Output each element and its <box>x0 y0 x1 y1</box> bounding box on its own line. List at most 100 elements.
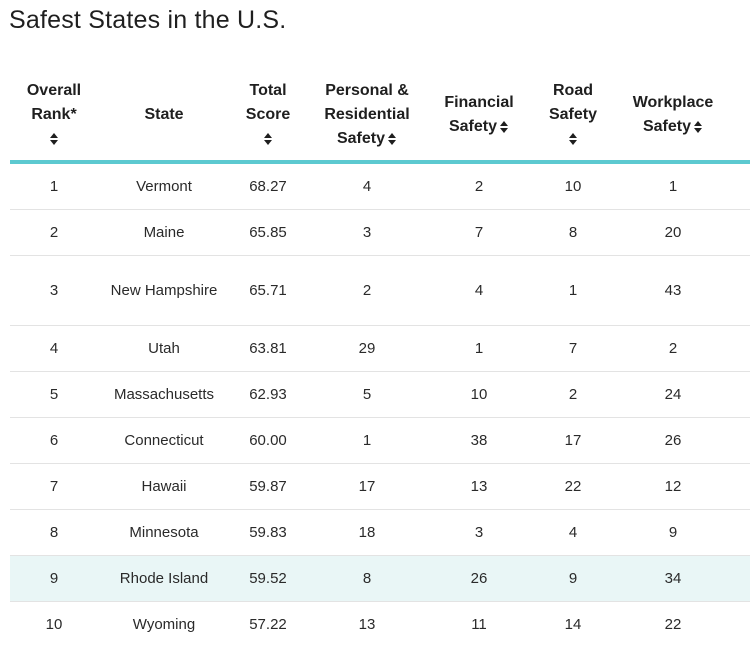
cell-financial-safety: 7 <box>428 209 530 256</box>
cell-financial-safety: 26 <box>428 555 530 602</box>
header-row: Overall Rank* State Total Score Personal… <box>10 70 750 164</box>
header-label-line: Safety <box>548 106 598 123</box>
safest-states-table: Overall Rank* State Total Score Personal… <box>10 70 750 647</box>
cell-personal-residential-safety: 17 <box>306 463 428 510</box>
rankings-table-container: Overall Rank* State Total Score Personal… <box>10 70 750 648</box>
cell-rank: 4 <box>10 325 98 372</box>
header-label-line: Score <box>245 106 291 123</box>
cell-financial-safety: 38 <box>428 417 530 464</box>
cell-personal-residential-safety: 2 <box>306 255 428 326</box>
table-row: 7 Hawaii 59.87 17 13 22 12 <box>10 463 750 510</box>
column-header-workplace-safety[interactable]: Workplace Safety <box>616 70 730 164</box>
cell-road-safety: 17 <box>530 417 616 464</box>
header-label-line: Total <box>249 82 287 99</box>
cell-state: Connecticut <box>98 417 230 464</box>
cell-total-score: 59.87 <box>230 463 306 510</box>
table-row: 6 Connecticut 60.00 1 38 17 26 <box>10 417 750 464</box>
cell-workplace-safety: 43 <box>616 255 730 326</box>
cell-workplace-safety: 22 <box>664 615 682 633</box>
cell-workplace-safety: 9 <box>616 509 730 556</box>
cell-state: Minnesota <box>98 509 230 556</box>
cell-clipped <box>730 162 750 210</box>
cell-clipped <box>730 463 750 510</box>
cell-state: Maine <box>98 209 230 256</box>
cell-road-safety: 9 <box>530 555 616 602</box>
cell-financial-safety: 13 <box>428 463 530 510</box>
header-label-line: Residential <box>324 106 410 123</box>
cell-state: Rhode Island <box>98 555 230 602</box>
header-label-line: Overall <box>26 82 82 99</box>
cell-financial-safety: 11 <box>471 615 487 633</box>
cell-total-score: 65.85 <box>230 209 306 256</box>
column-header-state[interactable]: State <box>98 70 230 164</box>
cell-rank: 1 <box>10 162 98 210</box>
table-row: 2 Maine 65.85 3 7 8 20 <box>10 209 750 256</box>
cell-clipped <box>730 555 750 602</box>
table-row: 5 Massachusetts 62.93 5 10 2 24 <box>10 371 750 418</box>
cell-state: Vermont <box>98 162 230 210</box>
table-row: 4 Utah 63.81 29 1 7 2 <box>10 325 750 372</box>
cell-state: Utah <box>98 325 230 372</box>
cell-road-safety: 4 <box>530 509 616 556</box>
column-header-road-safety[interactable]: Road Safety <box>530 70 616 164</box>
table-row: 3 New Hampshire 65.71 2 4 1 43 <box>10 255 750 326</box>
cell-road-safety: 14 <box>564 615 582 633</box>
sort-icon[interactable] <box>694 120 703 134</box>
cell-personal-residential-safety: 13 <box>358 615 376 633</box>
cell-workplace-safety: 20 <box>616 209 730 256</box>
cell-workplace-safety: 2 <box>616 325 730 372</box>
header-label-line: Rank* <box>31 106 77 123</box>
cell-workplace-safety: 26 <box>616 417 730 464</box>
cell-clipped <box>730 255 750 326</box>
cell-road-safety: 1 <box>530 255 616 326</box>
sort-icon[interactable] <box>49 132 59 146</box>
cell-road-safety: 2 <box>530 371 616 418</box>
cell-total-score: 62.93 <box>230 371 306 418</box>
header-label-line: Safety <box>336 130 386 147</box>
cell-rank: 2 <box>10 209 98 256</box>
cell-road-safety: 22 <box>530 463 616 510</box>
column-header-clipped <box>730 70 750 164</box>
cell-state: Massachusetts <box>98 371 230 418</box>
cell-total-score: 65.71 <box>230 255 306 326</box>
cell-state: Wyoming <box>132 615 196 633</box>
sort-icon[interactable] <box>500 120 509 134</box>
cell-road-safety: 8 <box>530 209 616 256</box>
cell-rank: 5 <box>10 371 98 418</box>
header-label-line: Safety <box>642 118 692 135</box>
cell-personal-residential-safety: 5 <box>306 371 428 418</box>
page-title: Safest States in the U.S. <box>9 6 287 34</box>
table-row: 9 Rhode Island 59.52 8 26 9 34 <box>10 555 750 602</box>
cell-financial-safety: 2 <box>428 162 530 210</box>
header-label-line: Road <box>553 82 593 99</box>
table-row: 10 Wyoming 57.22 13 11 14 22 <box>10 602 750 648</box>
cell-workplace-safety: 34 <box>616 555 730 602</box>
cell-total-score: 59.52 <box>230 555 306 602</box>
column-header-personal-residential-safety[interactable]: Personal & Residential Safety <box>306 70 428 164</box>
header-label: State <box>144 106 184 123</box>
header-label-line: Workplace <box>632 94 714 111</box>
column-header-overall-rank[interactable]: Overall Rank* <box>10 70 98 164</box>
cell-rank: 3 <box>10 255 98 326</box>
column-header-financial-safety[interactable]: Financial Safety <box>428 70 530 164</box>
cell-total-score: 68.27 <box>230 162 306 210</box>
cell-workplace-safety: 12 <box>616 463 730 510</box>
column-header-total-score[interactable]: Total Score <box>230 70 306 164</box>
table-row: 8 Minnesota 59.83 18 3 4 9 <box>10 509 750 556</box>
table-row: 1 Vermont 68.27 4 2 10 1 <box>10 162 750 210</box>
cell-rank: 7 <box>10 463 98 510</box>
header-label-line: Financial <box>444 94 514 111</box>
cell-financial-safety: 10 <box>428 371 530 418</box>
cell-financial-safety: 4 <box>428 255 530 326</box>
cell-total-score: 63.81 <box>230 325 306 372</box>
sort-icon[interactable] <box>263 132 273 146</box>
cell-rank: 10 <box>45 615 63 633</box>
sort-icon[interactable] <box>388 132 397 146</box>
cell-rank: 8 <box>10 509 98 556</box>
sort-icon[interactable] <box>568 132 578 146</box>
cell-personal-residential-safety: 1 <box>306 417 428 464</box>
cell-road-safety: 7 <box>530 325 616 372</box>
cell-state: New Hampshire <box>98 255 230 326</box>
cell-personal-residential-safety: 18 <box>306 509 428 556</box>
cell-total-score: 59.83 <box>230 509 306 556</box>
